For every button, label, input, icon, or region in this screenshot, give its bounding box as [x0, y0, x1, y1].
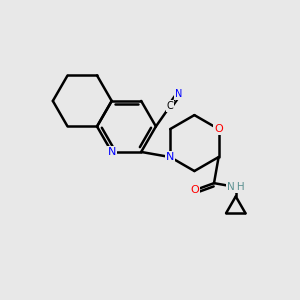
- Text: N: N: [107, 147, 116, 157]
- Text: N H: N H: [227, 182, 244, 192]
- Text: O: O: [190, 185, 199, 195]
- Text: N: N: [166, 152, 174, 162]
- Text: N: N: [175, 89, 182, 99]
- Text: O: O: [214, 124, 223, 134]
- Text: C: C: [167, 101, 174, 111]
